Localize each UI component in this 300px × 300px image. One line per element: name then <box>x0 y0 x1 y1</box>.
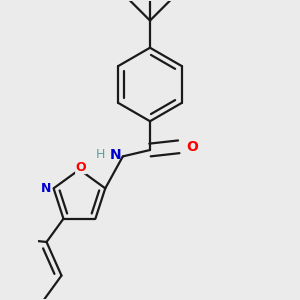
Text: H: H <box>96 148 105 161</box>
Text: O: O <box>76 160 86 173</box>
Text: N: N <box>110 148 121 162</box>
Text: N: N <box>41 182 52 195</box>
Text: O: O <box>186 140 198 154</box>
